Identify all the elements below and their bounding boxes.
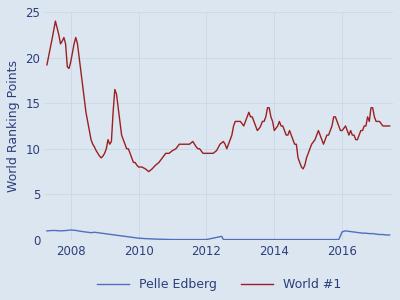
Pelle Edberg bbox=[187, 238, 192, 241]
Legend: Pelle Edberg, World #1: Pelle Edberg, World #1 bbox=[97, 278, 341, 291]
World #1 bbox=[286, 133, 290, 137]
Y-axis label: World Ranking Points: World Ranking Points bbox=[7, 60, 20, 192]
Line: Pelle Edberg: Pelle Edberg bbox=[47, 230, 390, 239]
Pelle Edberg bbox=[73, 229, 78, 232]
Pelle Edberg bbox=[170, 238, 175, 241]
World #1 bbox=[131, 161, 136, 164]
World #1 bbox=[60, 39, 65, 43]
Pelle Edberg bbox=[387, 233, 392, 237]
Pelle Edberg bbox=[323, 238, 328, 241]
World #1 bbox=[277, 120, 282, 123]
Pelle Edberg bbox=[126, 235, 131, 238]
World #1 bbox=[44, 63, 49, 67]
Pelle Edberg bbox=[289, 238, 294, 241]
World #1 bbox=[367, 120, 372, 123]
Pelle Edberg bbox=[44, 229, 49, 233]
World #1 bbox=[146, 170, 151, 173]
World #1 bbox=[387, 124, 392, 128]
Pelle Edberg bbox=[68, 228, 73, 232]
Line: World #1: World #1 bbox=[47, 21, 390, 172]
World #1 bbox=[384, 124, 389, 128]
World #1 bbox=[53, 19, 58, 23]
Pelle Edberg bbox=[221, 238, 226, 241]
